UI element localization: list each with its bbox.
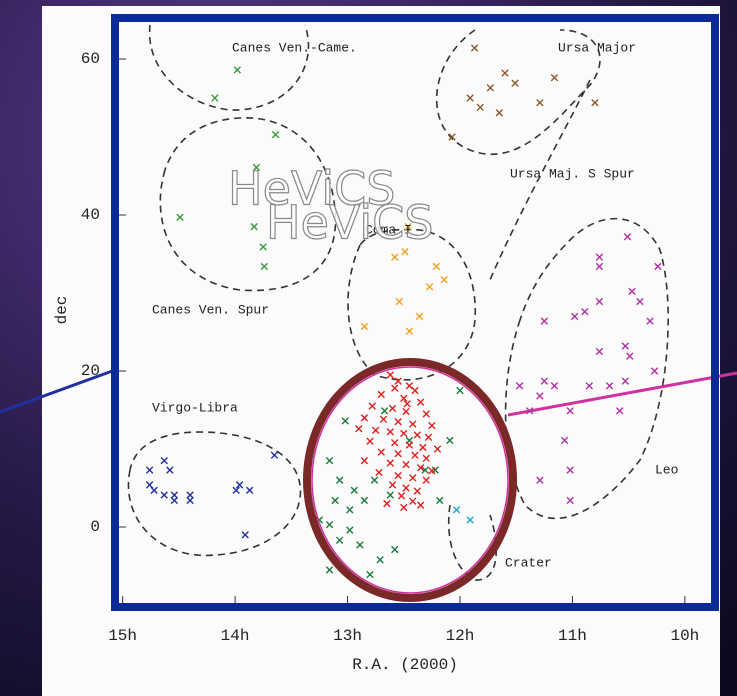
x-tick-label: 15h xyxy=(108,627,137,645)
x-tick-label: 11h xyxy=(558,627,587,645)
region-label: Leo xyxy=(655,462,678,477)
x-tick-label: 13h xyxy=(333,627,362,645)
region-label: Ursa Major xyxy=(558,40,636,55)
y-tick-label: 60 xyxy=(81,50,100,68)
y-tick-label: 20 xyxy=(81,362,100,380)
watermark: HeViCS xyxy=(266,196,433,250)
x-tick-label: 12h xyxy=(446,627,475,645)
x-axis-label: R.A. (2000) xyxy=(352,656,458,674)
region-label: Virgo-Libra xyxy=(152,400,238,415)
region-label: Ursa Maj. S Spur xyxy=(510,166,635,181)
x-tick-label: 10h xyxy=(670,627,699,645)
y-axis-label: dec xyxy=(53,296,71,325)
x-tick-label: 14h xyxy=(221,627,250,645)
y-tick-label: 0 xyxy=(90,518,100,536)
region-label: Canes Ven.-Came. xyxy=(232,40,357,55)
region-label: Crater xyxy=(505,555,552,570)
y-tick-label: 40 xyxy=(81,206,100,224)
region-label: Canes Ven. Spur xyxy=(152,302,269,317)
slide: Canes Ven.-Came. Ursa Major Ursa Maj. S Sp… xyxy=(0,0,737,696)
